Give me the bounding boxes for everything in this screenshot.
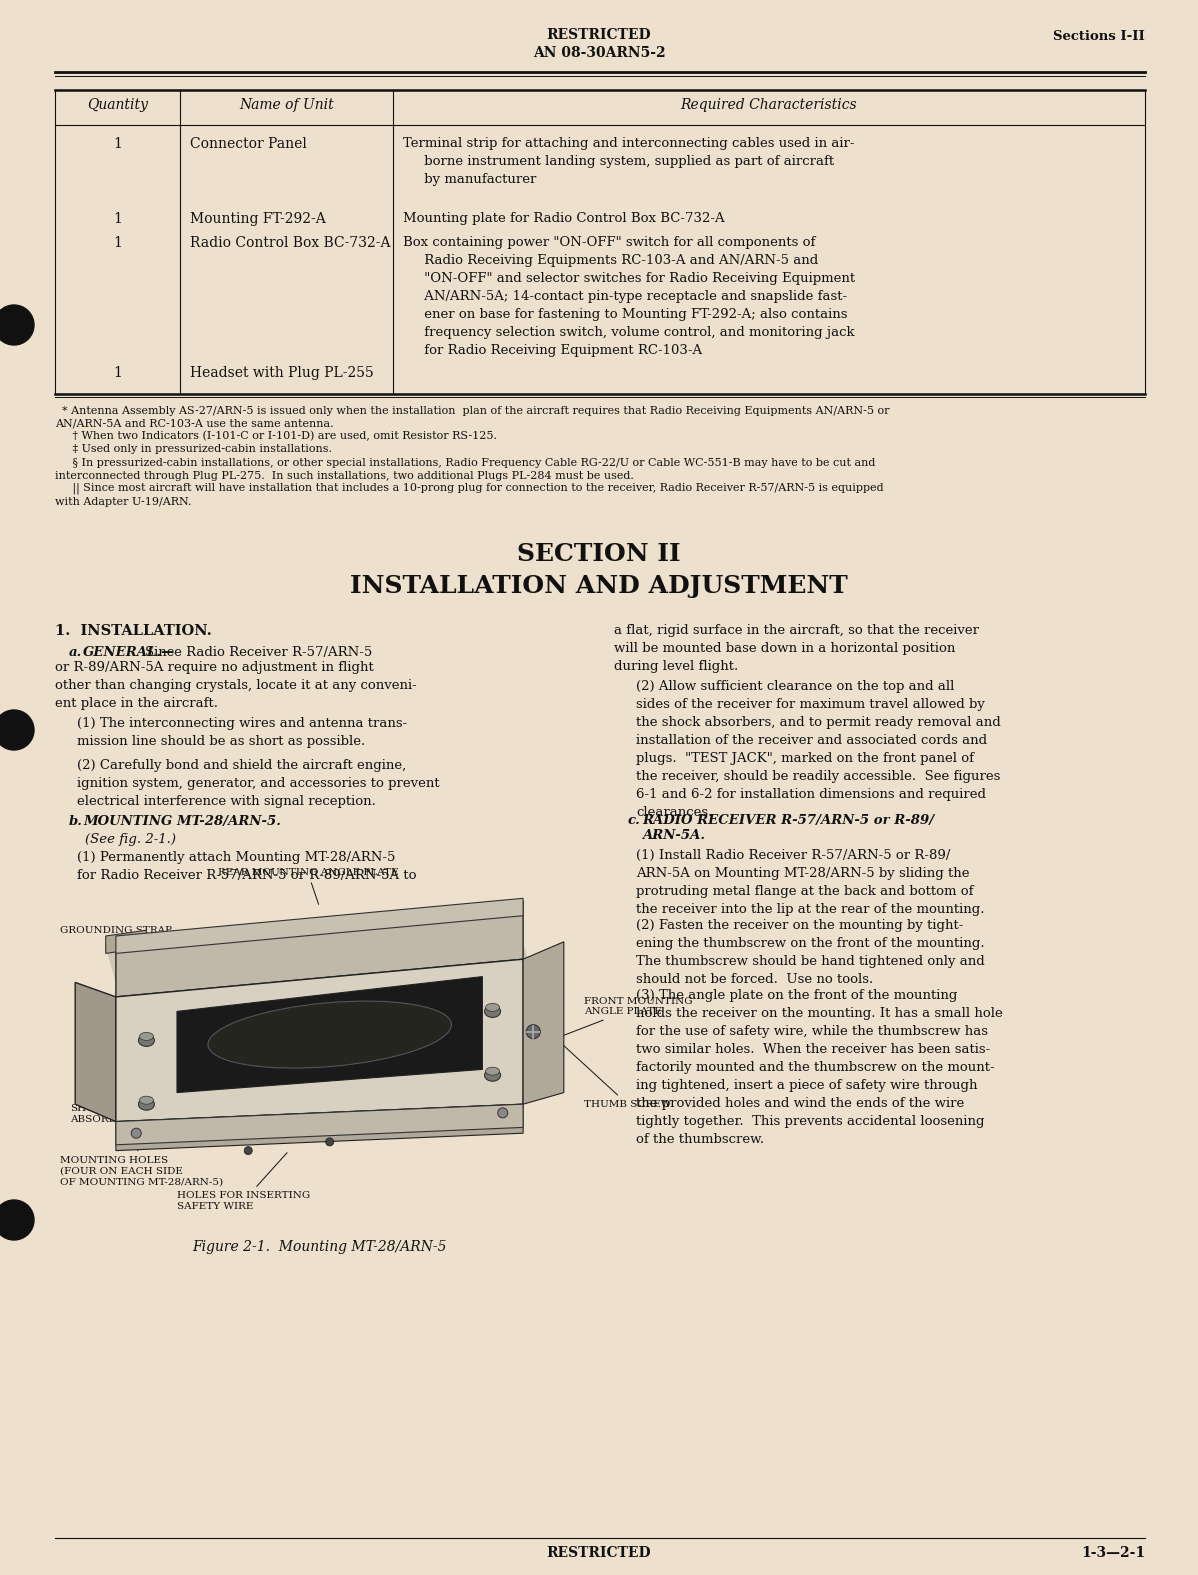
Polygon shape [116,1104,524,1151]
Text: § In pressurized-cabin installations, or other special installations, Radio Freq: § In pressurized-cabin installations, or… [55,458,876,480]
Circle shape [526,1025,540,1038]
Ellipse shape [139,1098,155,1110]
Polygon shape [177,976,483,1093]
Text: (3) The angle plate on the front of the mounting
holds the receiver on the mount: (3) The angle plate on the front of the … [636,989,1003,1147]
Circle shape [244,1147,253,1154]
Text: MOUNTING HOLES
(FOUR ON EACH SIDE
OF MOUNTING MT-28/ARN-5): MOUNTING HOLES (FOUR ON EACH SIDE OF MOU… [60,1145,223,1186]
Text: INSTALLATION AND ADJUSTMENT: INSTALLATION AND ADJUSTMENT [350,575,848,598]
Polygon shape [116,898,524,953]
Circle shape [326,1137,334,1147]
Text: REAR MOUNTING ANGLE PLATE: REAR MOUNTING ANGLE PLATE [218,868,398,904]
Text: Mounting plate for Radio Control Box BC-732-A: Mounting plate for Radio Control Box BC-… [403,213,725,225]
Circle shape [132,1128,141,1139]
Text: SECTION II: SECTION II [518,542,680,567]
Text: (1) The interconnecting wires and antenna trans-
mission line should be as short: (1) The interconnecting wires and antenn… [77,717,407,748]
Ellipse shape [208,1002,452,1068]
Text: Required Characteristics: Required Characteristics [680,98,858,112]
Text: Sections I-II: Sections I-II [1053,30,1145,43]
Polygon shape [116,1104,524,1145]
Text: Box containing power "ON-OFF" switch for all components of
     Radio Receiving : Box containing power "ON-OFF" switch for… [403,236,855,358]
Text: (1) Permanently attach Mounting MT-28/ARN-5
for Radio Receiver R-57/ARN-5 or R-8: (1) Permanently attach Mounting MT-28/AR… [77,852,417,882]
Text: Quantity: Quantity [87,98,149,112]
Text: Radio Control Box BC-732-A: Radio Control Box BC-732-A [190,236,391,250]
Polygon shape [75,983,116,1121]
Text: b.: b. [69,816,83,828]
Polygon shape [116,901,524,997]
Text: a flat, rigid surface in the aircraft, so that the receiver
will be mounted base: a flat, rigid surface in the aircraft, s… [615,624,979,674]
Circle shape [0,710,34,750]
Text: Connector Panel: Connector Panel [190,137,307,151]
Ellipse shape [484,1069,501,1080]
Text: c.: c. [628,814,641,827]
Text: a.: a. [69,646,83,660]
Text: RADIO RECEIVER R-57/ARN-5 or R-89/: RADIO RECEIVER R-57/ARN-5 or R-89/ [642,814,934,827]
Text: Figure 2-1.  Mounting MT-28/ARN-5: Figure 2-1. Mounting MT-28/ARN-5 [192,1241,447,1254]
Circle shape [0,306,34,345]
Text: (2) Allow sufficient clearance on the top and all
sides of the receiver for maxi: (2) Allow sufficient clearance on the to… [636,680,1000,819]
Text: GENERAL.—: GENERAL.— [83,646,175,660]
Text: ARN-5A.: ARN-5A. [642,830,704,843]
Text: † When two Indicators (I-101-C or I-101-D) are used, omit Resistor RS-125.: † When two Indicators (I-101-C or I-101-… [55,430,497,441]
Text: 1.  INSTALLATION.: 1. INSTALLATION. [55,624,212,638]
Text: (2) Fasten the receiver on the mounting by tight-
ening the thumbscrew on the fr: (2) Fasten the receiver on the mounting … [636,920,985,986]
Circle shape [0,1200,34,1240]
Text: Mounting FT-292-A: Mounting FT-292-A [190,213,326,225]
Text: SHOCK
ABSORBERS: SHOCK ABSORBERS [69,1099,164,1123]
Ellipse shape [139,1032,153,1041]
Text: ‡ Used only in pressurized-cabin installations.: ‡ Used only in pressurized-cabin install… [55,444,332,455]
Polygon shape [105,931,146,953]
Text: 1: 1 [114,365,122,380]
Text: Since Radio Receiver R-57/ARN-5: Since Radio Receiver R-57/ARN-5 [145,646,373,660]
Text: * Antenna Assembly AS-27/ARN-5 is issued only when the installation  plan of the: * Antenna Assembly AS-27/ARN-5 is issued… [55,406,889,428]
Text: 1: 1 [114,137,122,151]
Text: RESTRICTED: RESTRICTED [546,28,652,43]
Ellipse shape [485,1003,500,1011]
Text: (1) Install Radio Receiver R-57/ARN-5 or R-89/
ARN-5A on Mounting MT-28/ARN-5 by: (1) Install Radio Receiver R-57/ARN-5 or… [636,849,985,917]
Circle shape [497,1107,508,1118]
Text: GROUNDING STRAP—: GROUNDING STRAP— [60,926,182,942]
Polygon shape [116,959,524,1121]
Text: || Since most aircraft will have installation that includes a 10-prong plug for : || Since most aircraft will have install… [55,484,884,507]
Text: or R-89/ARN-5A require no adjustment in flight
other than changing crystals, loc: or R-89/ARN-5A require no adjustment in … [55,662,417,710]
Ellipse shape [485,1068,500,1076]
Text: Terminal strip for attaching and interconnecting cables used in air-
     borne : Terminal strip for attaching and interco… [403,137,854,186]
Text: HOLES FOR INSERTING
SAFETY WIRE: HOLES FOR INSERTING SAFETY WIRE [177,1153,310,1211]
Text: Headset with Plug PL-255: Headset with Plug PL-255 [190,365,374,380]
Text: 1-3—2-1: 1-3—2-1 [1081,1547,1145,1559]
Polygon shape [105,910,564,1121]
Text: THUMB SCREW: THUMB SCREW [551,1033,671,1109]
Polygon shape [524,942,564,1104]
Text: (2) Carefully bond and shield the aircraft engine,
ignition system, generator, a: (2) Carefully bond and shield the aircra… [77,759,440,808]
Text: AN 08-30ARN5-2: AN 08-30ARN5-2 [533,46,665,60]
Text: Name of Unit: Name of Unit [240,98,334,112]
Ellipse shape [139,1096,153,1104]
Text: 1: 1 [114,213,122,225]
Text: MOUNTING MT-28/ARN-5.: MOUNTING MT-28/ARN-5. [83,816,280,828]
Text: 1: 1 [114,236,122,250]
Ellipse shape [484,1005,501,1017]
Text: (See fig. 2-1.): (See fig. 2-1.) [85,833,176,846]
Text: RESTRICTED: RESTRICTED [546,1547,652,1559]
Text: FRONT MOUNTING
ANGLE PLATE: FRONT MOUNTING ANGLE PLATE [515,997,692,1054]
Ellipse shape [139,1035,155,1046]
